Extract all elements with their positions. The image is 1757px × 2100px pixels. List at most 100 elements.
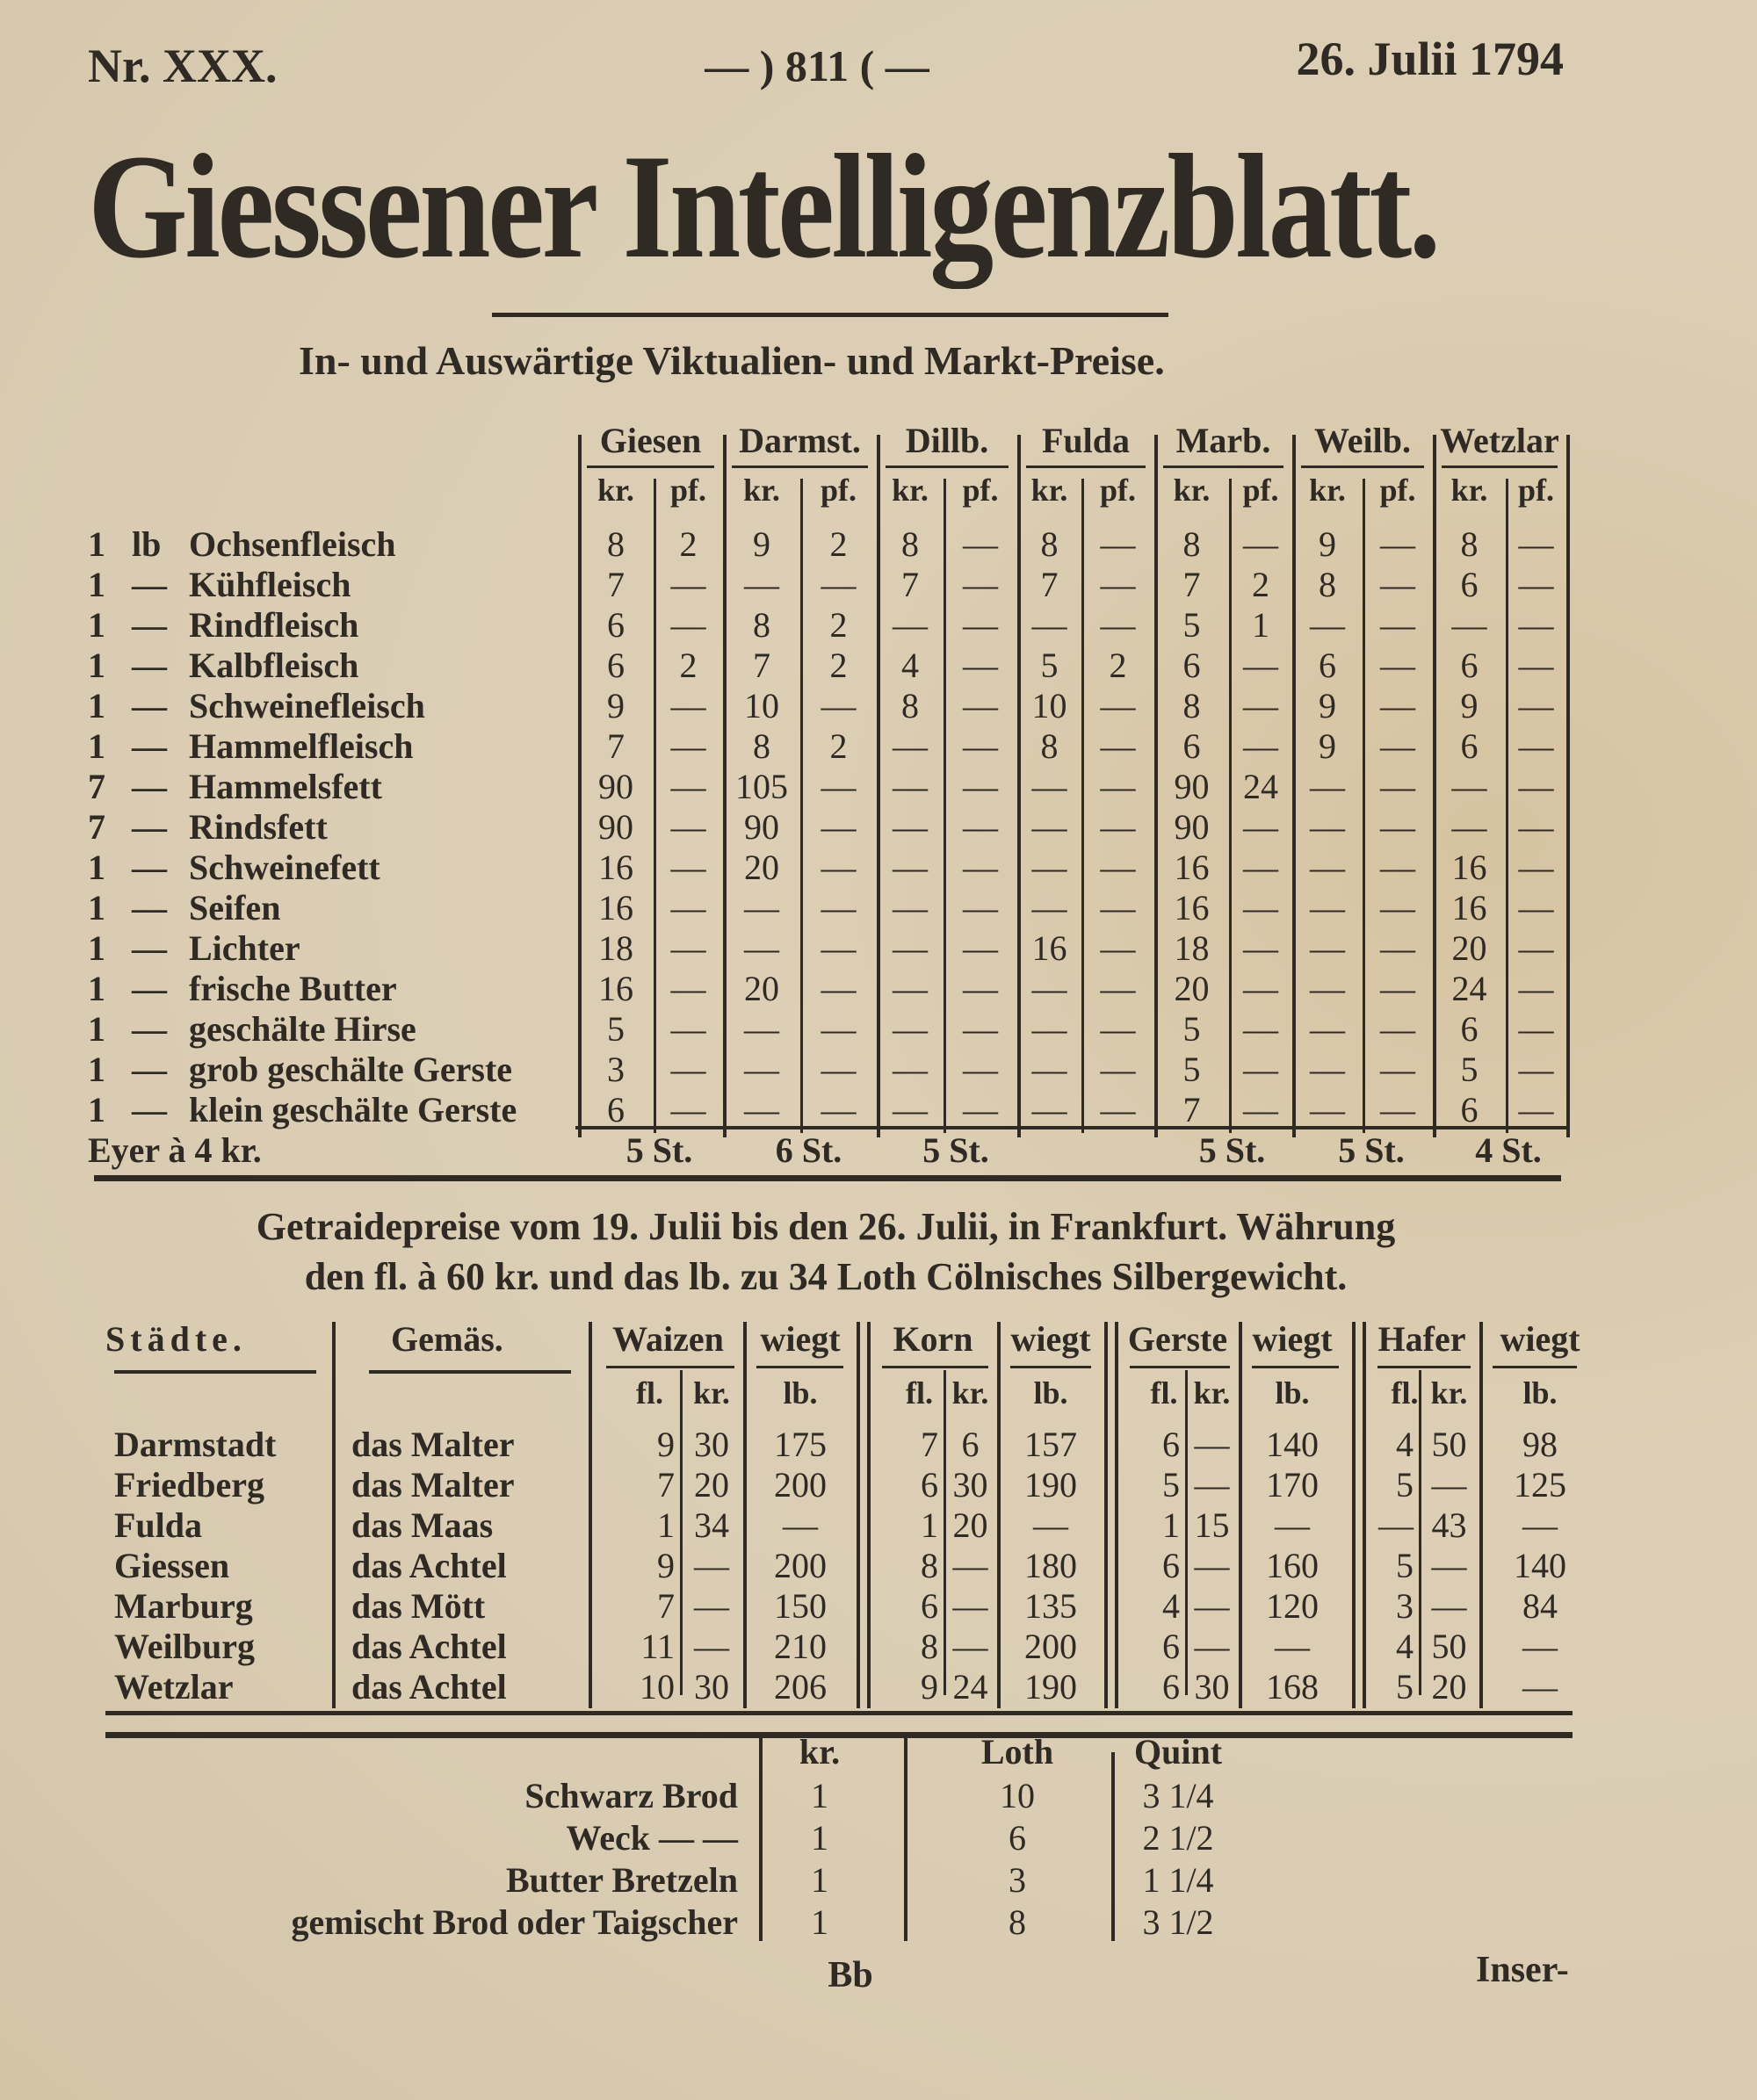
kr-header: kr. [951,1375,989,1411]
price-pf: — [1380,524,1415,564]
price-pf: — [1100,888,1136,927]
price-kr: 7 [901,565,919,604]
price-fl: 9 [657,1546,675,1585]
price-pf: — [821,969,857,1008]
weight-lb: 160 [1266,1546,1319,1585]
price-kr: 20 [1451,928,1487,968]
kr-header: kr. [597,473,634,508]
item-name: Ochsenfleisch [189,524,396,564]
price-kr: 8 [1182,524,1201,564]
lb-header: lb. [1275,1375,1310,1411]
item-unit: lb [132,524,162,564]
price-pf: — [1380,1090,1415,1129]
price-pf: — [963,1009,998,1049]
issue-date: 26. Julii 1794 [1296,32,1564,85]
price-kr: 50 [1431,1627,1467,1666]
price-kr: 9 [1460,686,1479,725]
column-divider [723,435,727,1137]
price-kr: 5 [1460,1050,1479,1089]
price-pf: — [963,524,998,564]
lb-header: lb. [1522,1375,1558,1411]
price-kr: 6 [607,646,625,685]
pf-header: pf. [1242,473,1279,508]
price-fl: 8 [921,1627,938,1666]
weight-lb: 210 [774,1627,827,1666]
price-kr: 18 [1174,928,1210,968]
price-pf: — [1243,1090,1278,1129]
price-pf: — [1100,928,1136,968]
column-divider [867,1322,871,1708]
city-name: Marburg [114,1586,253,1626]
egg-count: 5 St. [1198,1130,1266,1170]
price-kr: 8 [1319,565,1336,604]
price-pf: — [1518,1009,1554,1049]
item-name: frische Butter [189,969,397,1008]
bread-kr: 1 [811,1818,828,1858]
item-unit: — [132,888,167,927]
price-pf: — [1518,928,1554,968]
egg-count: 5 St. [625,1130,693,1170]
column-divider [1115,1322,1118,1708]
kr-header: kr. [1193,1375,1231,1411]
lb-header: lb. [783,1375,818,1411]
price-fl: 6 [1162,1627,1180,1666]
price-kr: 24 [952,1667,988,1707]
column-divider [1111,1752,1115,1941]
item-unit: — [132,1009,167,1049]
eggs-label: Eyer à 4 kr. [88,1130,262,1170]
price-pf: — [821,807,857,847]
item-quantity: 1 [88,646,105,685]
subcolumn-divider [944,479,946,1133]
price-kr: — [1310,605,1345,645]
price-kr: 6 [1460,565,1479,604]
price-pf: — [1380,646,1415,685]
bread-loth: 8 [1009,1902,1026,1942]
price-fl: 6 [1162,1667,1180,1707]
price-kr: — [1431,1546,1467,1585]
subcolumn-divider [944,1370,946,1695]
kr-header: kr. [1309,473,1346,508]
price-kr: — [893,848,928,887]
price-pf: — [1243,848,1278,887]
column-divider [332,1322,336,1708]
price-kr: 6 [961,1425,980,1464]
item-quantity: 1 [88,565,105,604]
item-quantity: 7 [88,807,105,847]
subcolumn-divider [1506,479,1508,1133]
weighs-header: wiegt [760,1319,841,1359]
price-kr: — [1310,888,1345,927]
price-kr: 20 [952,1505,988,1545]
price-pf: — [963,888,998,927]
kr-header: kr. [1173,473,1211,508]
price-kr: 18 [598,928,633,968]
lb-header: lb. [1033,1375,1068,1411]
price-kr: 16 [1451,848,1487,887]
price-pf: — [1100,848,1136,887]
price-pf: — [1100,969,1136,1008]
price-fl: 9 [921,1667,938,1707]
section-rule [105,1732,1573,1738]
price-kr: 20 [694,1465,729,1505]
item-quantity: 1 [88,686,105,725]
column-divider [877,435,880,1137]
price-kr: 9 [1319,524,1336,564]
price-kr: — [744,565,779,604]
price-pf: — [670,807,706,847]
item-name: grob geschälte Gerste [189,1050,513,1089]
price-kr: 30 [1194,1667,1230,1707]
header-underline [882,1366,988,1368]
price-kr: — [1451,605,1487,645]
city-header-underline [1301,465,1424,468]
price-kr: 43 [1431,1505,1467,1545]
price-pf: — [1243,888,1278,927]
price-kr: 16 [598,848,633,887]
city-header-underline [1026,465,1146,468]
price-kr: 20 [1431,1667,1467,1707]
egg-count: 4 St. [1475,1130,1542,1170]
price-kr: 8 [901,524,919,564]
grain-header-1: Korn [893,1319,973,1359]
price-kr: — [1451,807,1487,847]
price-kr: — [893,1050,928,1089]
weight-lb: 140 [1514,1546,1566,1585]
price-pf: 2 [829,605,848,645]
